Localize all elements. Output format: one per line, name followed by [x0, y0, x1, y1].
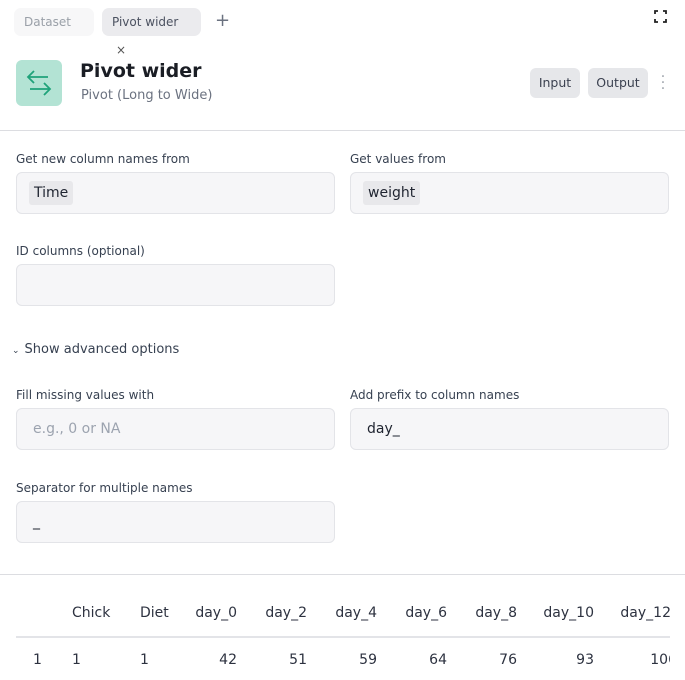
- fill-label: Fill missing values with: [16, 388, 155, 402]
- id-columns-input[interactable]: [16, 264, 335, 306]
- expand-icon[interactable]: [654, 10, 667, 23]
- column-header: day_12: [620, 605, 670, 621]
- fill-placeholder: e.g., 0 or NA: [33, 421, 121, 437]
- names-from-input[interactable]: Time: [16, 172, 335, 214]
- tab-pivot-wider[interactable]: Pivot wider ×: [102, 8, 201, 57]
- column-header: day_8: [475, 605, 517, 621]
- table-cell: 93: [576, 652, 594, 668]
- fill-input[interactable]: e.g., 0 or NA: [16, 408, 335, 450]
- column-header: day_0: [195, 605, 237, 621]
- prefix-input[interactable]: day_: [350, 408, 669, 450]
- page-subtitle: Pivot (Long to Wide): [81, 88, 213, 103]
- column-header: Chick: [72, 605, 111, 621]
- divider: [0, 574, 685, 575]
- column-header: day_2: [265, 605, 307, 621]
- table-cell: 1: [140, 652, 149, 668]
- separator-input[interactable]: _: [16, 501, 335, 543]
- output-table: Chick Diet day_0 day_2 day_4 day_6 day_8…: [16, 605, 670, 668]
- prefix-value: day_: [367, 421, 400, 437]
- row-index: 1: [33, 652, 42, 668]
- separator-label: Separator for multiple names: [16, 481, 193, 495]
- table-header-divider: [16, 636, 670, 638]
- names-from-chip: Time: [29, 181, 74, 205]
- column-header: day_4: [335, 605, 377, 621]
- table-cell: 42: [219, 652, 237, 668]
- table-cell: 59: [359, 652, 377, 668]
- id-columns-label: ID columns (optional): [16, 244, 145, 258]
- show-advanced-toggle[interactable]: ⌄ Show advanced options: [12, 342, 179, 357]
- table-cell: 64: [429, 652, 447, 668]
- advanced-label: Show advanced options: [24, 342, 180, 357]
- divider: [0, 130, 685, 131]
- tab-dataset[interactable]: Dataset: [14, 8, 94, 36]
- column-header: day_10: [543, 605, 594, 621]
- table-cell: 51: [289, 652, 307, 668]
- more-options-icon[interactable]: · · ·: [660, 69, 666, 97]
- values-from-input[interactable]: weight: [350, 172, 669, 214]
- swap-arrows-icon: [16, 60, 62, 106]
- names-from-label: Get new column names from: [16, 152, 190, 166]
- output-button[interactable]: Output: [588, 68, 648, 98]
- add-tab-button[interactable]: +: [215, 10, 231, 31]
- table-cell: 106: [650, 652, 670, 668]
- tab-label: Pivot wider: [112, 15, 179, 29]
- input-button[interactable]: Input: [530, 68, 580, 98]
- separator-value: _: [33, 514, 40, 530]
- values-from-label: Get values from: [350, 152, 446, 166]
- chevron-down-icon: ⌄: [12, 346, 20, 356]
- column-header: day_6: [405, 605, 447, 621]
- close-tab-icon[interactable]: ×: [116, 43, 127, 57]
- page-title: Pivot wider: [80, 60, 202, 82]
- prefix-label: Add prefix to column names: [350, 388, 520, 402]
- values-from-chip: weight: [363, 181, 421, 205]
- table-cell: 1: [72, 652, 81, 668]
- column-header: Diet: [140, 605, 169, 621]
- table-cell: 76: [499, 652, 517, 668]
